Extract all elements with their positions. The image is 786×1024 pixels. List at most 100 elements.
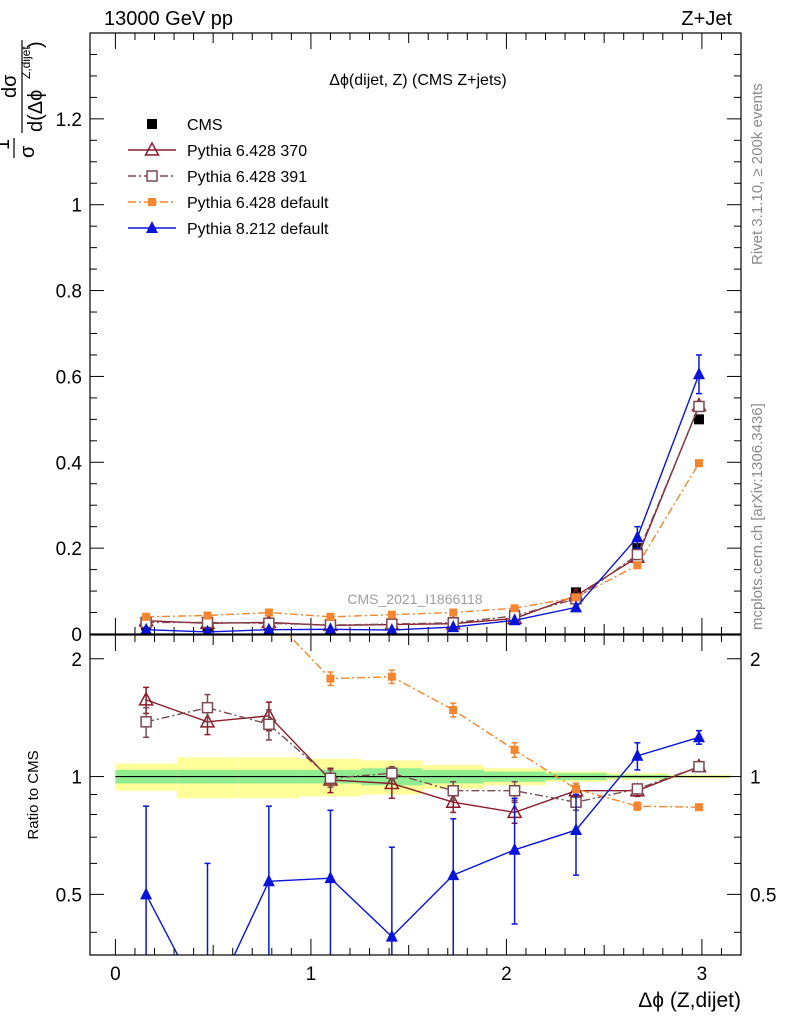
main-point-p8def xyxy=(692,367,705,380)
main-point-p8def xyxy=(140,622,152,634)
ratio-series-p391 xyxy=(140,693,705,812)
main-point-p8def xyxy=(631,530,644,543)
main-point-p8def xyxy=(324,622,337,634)
ratio-point-p8def xyxy=(631,748,644,761)
ylabel-dsigma: dσ xyxy=(0,74,21,98)
legend-marker-p6def xyxy=(148,198,156,206)
ratio-point-p391 xyxy=(508,784,521,797)
main-point-p6def xyxy=(387,610,396,619)
ratio-point-p6def xyxy=(326,674,335,683)
ratio-point-p391 xyxy=(447,784,459,797)
legend-marker-p391 xyxy=(146,170,158,182)
main-line-p8def xyxy=(146,374,700,633)
main-y-tick-label: 0.8 xyxy=(56,282,82,303)
main-y-tick-labels: 0 0.2 0.4 0.6 0.8 1 1.2 xyxy=(56,110,83,646)
ratio-y-tick-labels: 0.5 0.5 1 1 2 2 xyxy=(56,650,777,907)
ratio-point-p8def xyxy=(140,887,153,900)
x-tick-label: 0 xyxy=(110,964,121,985)
ratio-series-p370 xyxy=(138,686,707,824)
legend-label-p370: Pythia 6.428 370 xyxy=(187,143,307,160)
main-point-p6def xyxy=(142,612,151,621)
legend-label-p8def: Pythia 8.212 default xyxy=(187,221,329,238)
ratio-series xyxy=(138,635,707,1017)
ratio-y-tick-label-left: 1 xyxy=(71,768,82,789)
ylabel-sigma: σ xyxy=(17,145,39,158)
ratio-y-tick-label-right: 0.5 xyxy=(750,885,776,906)
rivet-version-label: Rivet 3.1.10, ≥ 200k events xyxy=(749,83,766,265)
main-point-p6def xyxy=(203,611,212,620)
x-tick-label: 3 xyxy=(697,964,708,985)
ratio-y-axis-label: Ratio to CMS xyxy=(25,750,42,839)
ratio-point-p6def xyxy=(510,745,519,754)
ratio-point-p8def xyxy=(201,1005,213,1017)
main-y-tick-label: 0.6 xyxy=(56,367,82,388)
legend-label-p6def: Pythia 6.428 default xyxy=(187,195,329,212)
main-point-p6def xyxy=(633,561,642,570)
x-axis-label: Δϕ (Z,dijet) xyxy=(638,989,741,1012)
main-point-p6def xyxy=(510,604,519,613)
main-point-p6def xyxy=(449,608,458,617)
ratio-frame xyxy=(89,634,742,956)
main-point-p8def xyxy=(386,623,398,634)
ratio-point-p391 xyxy=(386,767,398,779)
ratio-point-p370 xyxy=(384,774,400,790)
main-y-axis-label: 1 σ dσ d(Δϕ Z,dijet ) xyxy=(0,40,47,158)
ratio-point-p391 xyxy=(140,716,152,728)
ylabel-close-paren: ) xyxy=(25,41,47,48)
main-point-p8def xyxy=(508,613,521,626)
ratio-point-p8def xyxy=(385,929,398,942)
ratio-point-p6def xyxy=(694,803,703,812)
main-point-cms xyxy=(571,587,582,598)
ratio-panel: 0.5 0.5 1 1 2 2 0 1 2 3 Ratio to CMS Δϕ (Z,dijet… xyxy=(25,634,777,1017)
main-frame xyxy=(89,32,742,635)
main-point-p6def xyxy=(264,608,273,617)
main-point-p8def xyxy=(263,622,275,634)
main-y-tick-label: 0 xyxy=(71,625,82,646)
ratio-y-tick-label-right: 2 xyxy=(750,650,761,671)
main-y-tick-label: 1 xyxy=(71,196,82,217)
main-point-p6def xyxy=(572,593,581,602)
ratio-x-tick-labels: 0 1 2 3 xyxy=(110,964,707,985)
ylabel-one: 1 xyxy=(0,139,14,150)
ratio-point-p391 xyxy=(201,701,214,714)
ratio-point-p391 xyxy=(263,718,275,731)
x-tick-label: 2 xyxy=(501,964,512,985)
ratio-point-p8def xyxy=(447,868,460,881)
legend-marker-p8def xyxy=(146,221,158,233)
ratio-series-p6def xyxy=(287,635,703,812)
ylabel-ddelta: d(Δϕ xyxy=(25,90,47,132)
main-point-p8def xyxy=(447,620,460,633)
legend-label-p391: Pythia 6.428 391 xyxy=(187,169,307,186)
ratio-y-tick-label-left: 0.5 xyxy=(56,885,82,906)
energy-label: 13000 GeV pp xyxy=(104,8,233,30)
main-point-p8def xyxy=(570,600,583,613)
legend-marker-cms xyxy=(147,119,157,129)
ratio-point-p370 xyxy=(138,691,154,706)
main-series xyxy=(138,354,707,634)
ratio-line-p370 xyxy=(145,699,700,814)
ratio-point-p8def xyxy=(692,730,705,743)
ratio-point-p8def xyxy=(262,874,275,887)
legend-label-cms: CMS xyxy=(187,117,223,134)
main-point-p391 xyxy=(693,400,705,413)
main-series-p6def xyxy=(142,459,703,621)
ratio-line-p6def xyxy=(287,635,700,808)
ratio-point-p370 xyxy=(445,793,461,808)
ratio-point-p6def xyxy=(572,784,581,793)
ratio-point-p370 xyxy=(199,713,216,728)
main-chart-title: Δϕ(dijet, Z) (CMS Z+jets) xyxy=(329,72,506,89)
main-point-p8def xyxy=(202,624,213,634)
ratio-series-p8def xyxy=(140,729,705,1017)
legend: CMS Pythia 6.428 370 Pythia 6.428 391 Pythi… xyxy=(128,117,329,238)
main-series-p8def xyxy=(140,354,705,634)
main-line-p391 xyxy=(146,406,700,626)
ratio-point-p8def xyxy=(570,823,583,836)
main-line-p6def xyxy=(146,462,700,618)
main-y-tick-label: 0.4 xyxy=(56,453,83,474)
main-point-p391 xyxy=(631,548,644,561)
main-y-tick-label: 0.2 xyxy=(56,539,82,560)
ratio-line-p8def xyxy=(145,736,700,955)
ratio-point-p391 xyxy=(693,760,705,773)
ratio-point-p8def xyxy=(508,842,521,855)
